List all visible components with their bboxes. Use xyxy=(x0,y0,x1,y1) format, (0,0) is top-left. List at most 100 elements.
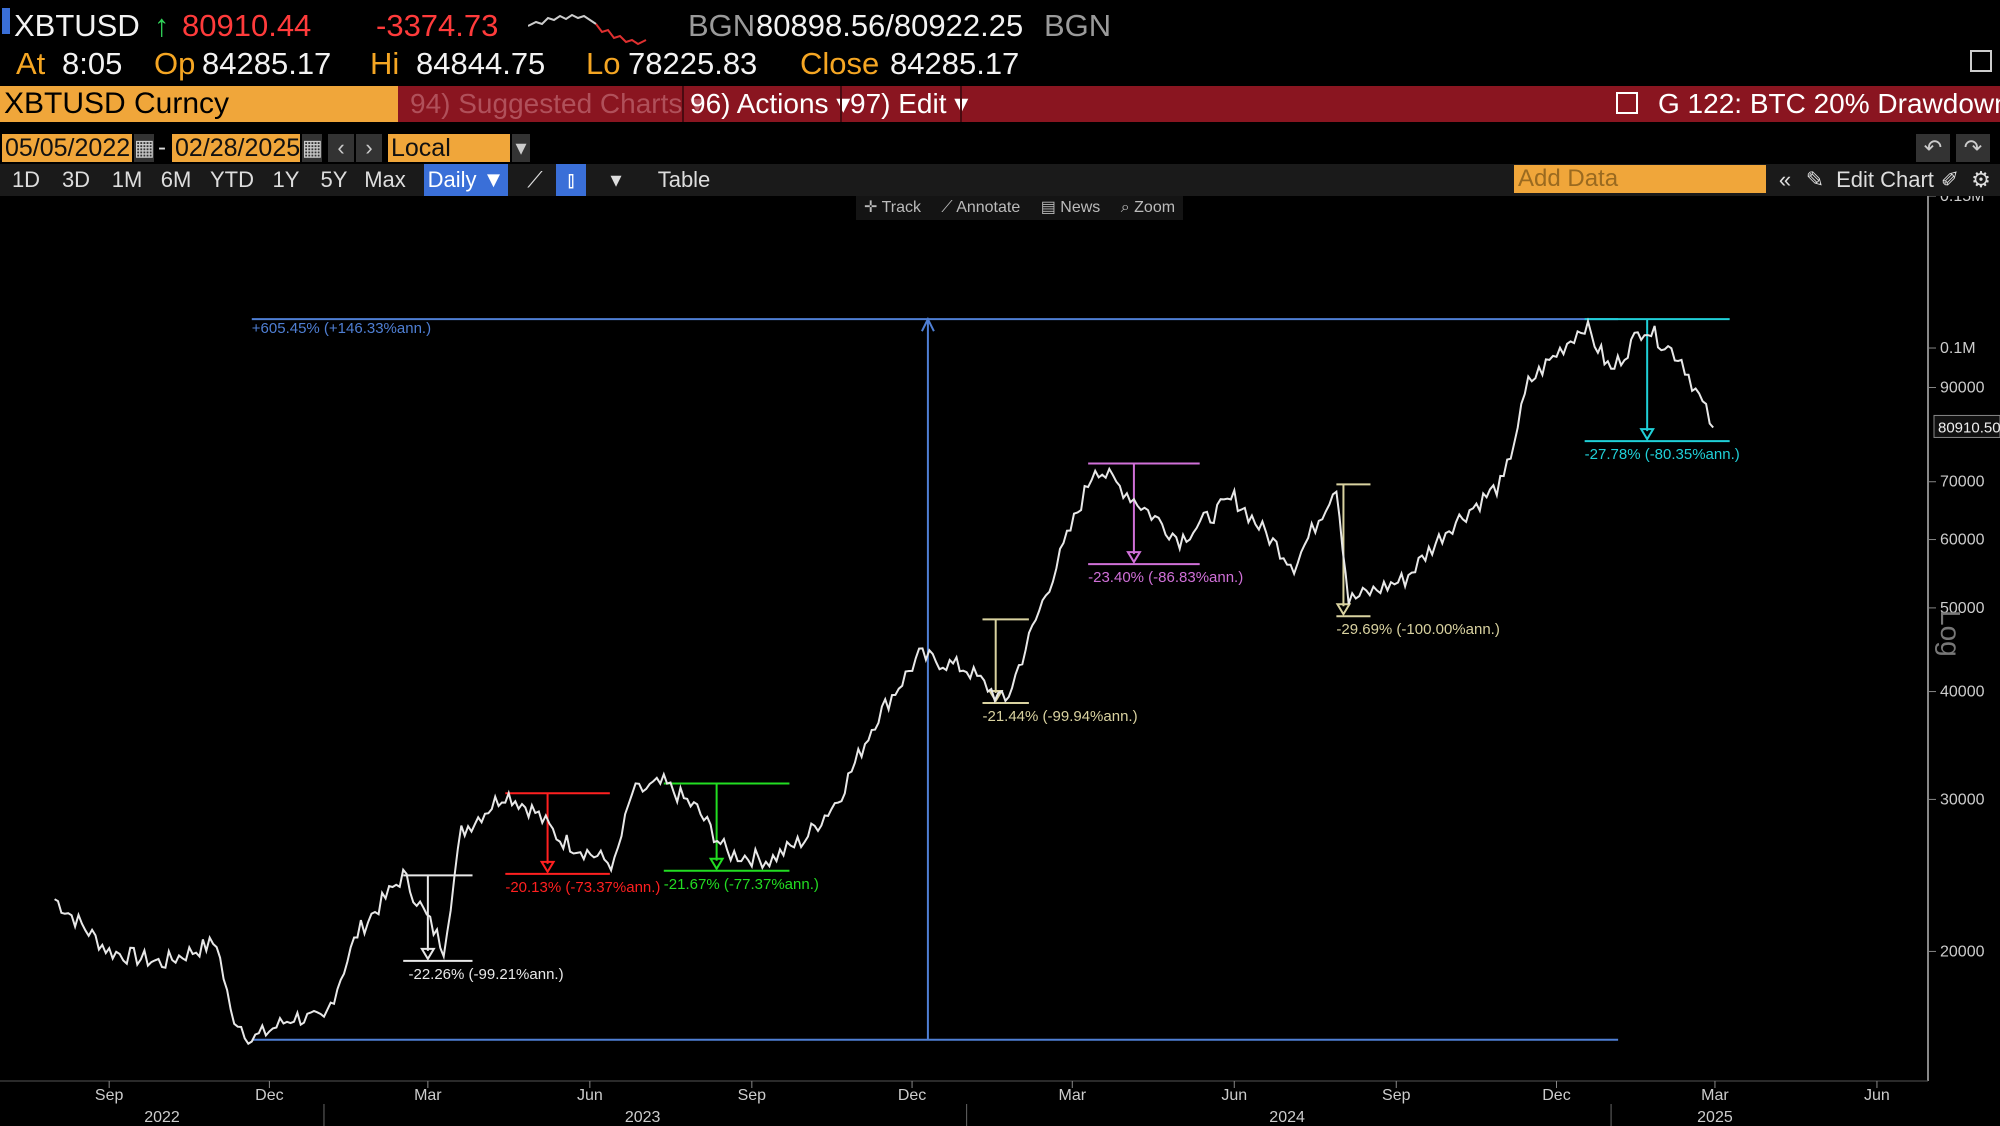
close-label: Close xyxy=(800,46,880,81)
x-tick-label: Jun xyxy=(1864,1087,1890,1104)
undo-icon[interactable]: ↶ xyxy=(1916,134,1950,162)
last-price-tag xyxy=(1933,414,2000,438)
x-year-label: 2022 xyxy=(144,1109,180,1126)
drawdown-arrowhead xyxy=(708,857,725,871)
news-tool[interactable]: ▤ News xyxy=(1040,199,1101,216)
y-tick-label: 70000 xyxy=(1940,474,1985,491)
x-tick-label: Dec xyxy=(898,1087,926,1104)
calendar-icon[interactable]: ▦ xyxy=(302,134,323,162)
intraday-sparkline xyxy=(528,13,647,46)
chart-tools: ✛ Track ⟋ Annotate ▤ News ⌕ Zoom xyxy=(856,196,1184,220)
drawdown-arrowhead xyxy=(1126,551,1142,565)
drawdown-arrowhead xyxy=(1639,428,1655,442)
at-label: At xyxy=(16,46,46,81)
track-tool[interactable]: ✛ Track xyxy=(864,199,921,216)
actions-menu[interactable]: 96) Actions ▾ xyxy=(690,88,851,119)
last-price: 80910.44 xyxy=(182,8,312,43)
x-tick-label: Sep xyxy=(738,1087,767,1104)
timeframe-1d[interactable]: 1D xyxy=(11,167,41,192)
x-tick-label: Mar xyxy=(414,1087,442,1104)
y-tick-label: 20000 xyxy=(1940,943,1985,960)
launch-icon[interactable] xyxy=(1616,92,1638,114)
prev-period-button[interactable]: ‹ xyxy=(328,134,354,162)
period-select[interactable]: Daily ▼ xyxy=(424,164,508,196)
y-tick-label: 0.15M xyxy=(1940,196,1984,205)
end-date-field[interactable]: 02/28/2025 xyxy=(172,134,300,162)
gear-icon[interactable]: ⚙ xyxy=(1971,167,1991,192)
menu-separator xyxy=(682,86,684,122)
timeframe-3d[interactable]: 3D xyxy=(61,167,91,192)
function-title: G 122: BTC 20% Drawdowns xyxy=(1658,88,2000,119)
y-tick-label: 30000 xyxy=(1940,791,1985,808)
timeframe-1m[interactable]: 1M xyxy=(111,167,143,192)
close-value: 84285.17 xyxy=(890,46,1020,81)
add-data-input[interactable]: Add Data xyxy=(1514,165,1766,193)
timeframe-6m[interactable]: 6M xyxy=(160,167,192,192)
bid-ask: 80898.56/80922.25 xyxy=(756,8,1024,43)
high-value: 84844.75 xyxy=(416,46,546,81)
drawdown-arrowhead xyxy=(420,947,436,961)
annotate-edit-icon[interactable]: ✐ xyxy=(1940,167,1960,192)
y-tick-label: 0.1M xyxy=(1940,340,1976,357)
news-label: News xyxy=(1060,199,1101,216)
drawdown-label: -20.13% (-73.37%ann.) xyxy=(505,879,660,896)
security-field[interactable]: XBTUSD Curncy xyxy=(0,86,398,122)
last-price-tag-label: 80910.50 xyxy=(1938,419,2000,436)
edit-menu[interactable]: 97) Edit ▾ xyxy=(850,88,969,119)
x-tick-label: Jun xyxy=(577,1087,603,1104)
zoom-tool[interactable]: ⌕ Zoom xyxy=(1120,199,1176,216)
range-arrowhead xyxy=(921,316,935,332)
log-scale-label[interactable]: Log xyxy=(1935,610,1966,657)
collapse-icon[interactable]: « xyxy=(1778,167,1792,192)
currency-select[interactable]: Local CCY xyxy=(388,134,510,190)
x-tick-label: Sep xyxy=(1382,1087,1411,1104)
track-label: Track xyxy=(881,199,921,216)
drawdown-label: -21.44% (-99.94%ann.) xyxy=(982,708,1137,725)
x-year-label: 2024 xyxy=(1269,1109,1305,1126)
popout-icon[interactable] xyxy=(1970,50,1992,72)
annotate-tool[interactable]: ⟋ Annotate xyxy=(941,199,1021,216)
ticker-color-bar xyxy=(2,8,10,34)
y-tick-label: 50000 xyxy=(1940,600,1985,617)
drawdown-arrowhead xyxy=(1335,603,1352,617)
drawdown-arrowhead xyxy=(539,860,556,874)
annotate-label: Annotate xyxy=(956,199,1021,216)
low-label: Lo xyxy=(586,46,621,81)
timeframe-5y[interactable]: 5Y xyxy=(320,167,348,192)
range-label: +605.45% (+146.33%ann.) xyxy=(252,320,431,337)
ticker-symbol[interactable]: XBTUSD xyxy=(14,8,140,43)
chart-type-dropdown-icon[interactable]: ▾ xyxy=(610,167,622,192)
at-time: 8:05 xyxy=(62,46,123,81)
timeframe-1y[interactable]: 1Y xyxy=(272,167,300,192)
next-period-button[interactable]: › xyxy=(356,134,382,162)
drawdown-label: -23.40% (-86.83%ann.) xyxy=(1088,569,1243,586)
menu-separator xyxy=(840,86,842,122)
x-tick-label: Dec xyxy=(1542,1087,1570,1104)
x-tick-label: Mar xyxy=(1701,1087,1729,1104)
price-source: BGN xyxy=(688,8,756,43)
timeframe-max[interactable]: Max xyxy=(364,167,406,192)
net-change: -3374.73 xyxy=(376,8,499,43)
line-chart-icon[interactable]: ⟋ xyxy=(527,167,543,192)
timeframe-ytd[interactable]: YTD xyxy=(210,167,254,192)
menu-separator xyxy=(960,86,962,122)
y-tick-label: 60000 xyxy=(1940,532,1985,549)
date-dash: - xyxy=(158,134,166,161)
price-series-line xyxy=(54,317,1714,1046)
bar-chart-icon[interactable]: ⫾ xyxy=(556,164,586,196)
up-arrow-icon: ↑ xyxy=(154,8,170,43)
redo-icon[interactable]: ↷ xyxy=(1956,134,1990,162)
y-tick-label: 40000 xyxy=(1940,684,1985,701)
calendar-icon[interactable]: ▦ xyxy=(134,134,155,162)
drawdown-label: -29.69% (-100.00%ann.) xyxy=(1336,621,1499,638)
price-chart[interactable]: 0.15M 0.1M 90000 70000 60000 50000 40000 30000 2… xyxy=(0,196,2000,1126)
suggested-charts-menu[interactable]: 94) Suggested Charts ▾ xyxy=(410,88,705,119)
start-date-field[interactable]: 05/05/2022 xyxy=(2,134,132,162)
x-tick-label: Dec xyxy=(255,1087,283,1104)
y-tick-label: 90000 xyxy=(1940,380,1985,397)
x-year-label: 2023 xyxy=(625,1109,661,1126)
currency-dropdown-icon[interactable]: ▾ xyxy=(512,134,530,162)
table-button[interactable]: Table xyxy=(657,167,711,192)
open-label: Op xyxy=(154,46,196,81)
edit-chart-button[interactable]: Edit Chart xyxy=(1836,167,1934,192)
